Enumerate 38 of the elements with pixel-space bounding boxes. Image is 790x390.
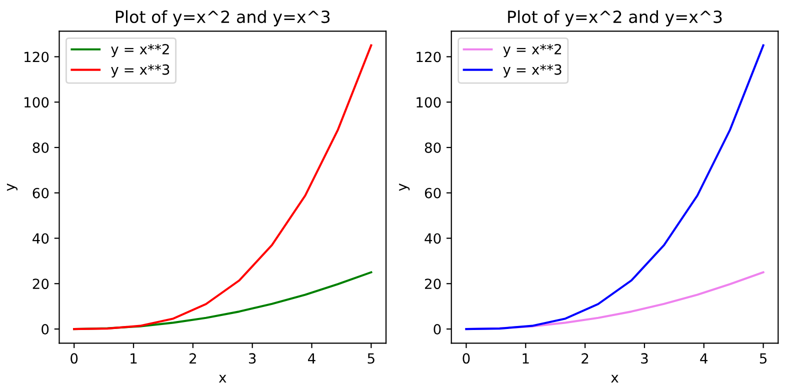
x-tick-label: 2: [582, 353, 588, 364]
x-tick-label: 3: [641, 353, 648, 364]
x-tick-label: 5: [760, 353, 766, 364]
y-tick-label: 100: [416, 97, 441, 108]
x-tick-label: 1: [522, 353, 529, 364]
y-tick-label: 40: [32, 233, 49, 244]
y-tick-label: 20: [32, 278, 49, 290]
x-axis-title: x: [611, 374, 618, 382]
line-series: [465, 44, 764, 330]
x-tick-label: 4: [308, 353, 316, 364]
x-tick-label: 1: [130, 353, 137, 364]
y-tick-label: 0: [434, 324, 441, 334]
x-tick-label: 3: [248, 353, 256, 364]
y-axis-title: y: [399, 184, 410, 191]
legend-label: y = x**3: [111, 64, 170, 78]
y-tick-label: 100: [24, 97, 49, 108]
line-series: [73, 44, 372, 330]
y-tick-label: 120: [24, 52, 49, 62]
y-tick-label: 60: [424, 188, 441, 198]
y-tick-label: 20: [425, 278, 441, 290]
y-tick-label: 0: [42, 324, 49, 334]
x-tick-label: 2: [190, 353, 196, 364]
y-tick-label: 80: [32, 142, 49, 153]
chart-title: Plot of y=x^2 and y=x^3: [116, 10, 330, 26]
y-tick-label: 60: [32, 188, 49, 198]
legend-label: y = x**2: [503, 44, 562, 58]
legend-label: y = x**2: [111, 44, 169, 58]
y-tick-label: 40: [424, 233, 441, 244]
y-axis-title: y: [6, 184, 18, 191]
x-tick-label: 0: [70, 353, 78, 364]
x-axis-title: x: [218, 374, 226, 382]
x-tick-label: 4: [700, 353, 708, 364]
y-tick-label: 80: [424, 142, 441, 153]
y-tick-label: 120: [416, 52, 441, 62]
x-tick-label: 0: [462, 353, 470, 364]
legend-label: y = x**3: [503, 64, 562, 78]
x-tick-label: 5: [368, 353, 374, 364]
chart-title: Plot of y=x^2 and y=x^3: [508, 10, 722, 26]
